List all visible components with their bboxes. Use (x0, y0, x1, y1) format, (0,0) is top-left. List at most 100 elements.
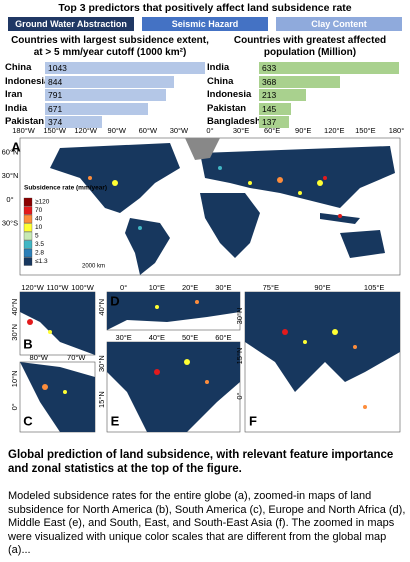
lon-label: 60°W (139, 126, 158, 135)
panel-letter: B (23, 336, 32, 351)
legend-label: 5 (35, 233, 39, 240)
hotspot (138, 226, 142, 230)
hotspot (48, 330, 52, 334)
header-title: Top 3 predictors that positively affect … (58, 2, 352, 14)
category-label: Bangladesh (207, 116, 261, 127)
lat-label: 40°N (97, 299, 106, 316)
lon-label: 30°E (215, 283, 231, 292)
category-label: Indonesia (207, 89, 252, 100)
legend-label: 3.5 (35, 241, 44, 248)
legend-swatch (23, 231, 33, 241)
hotspot (323, 176, 327, 180)
category-label: Pakistan (5, 116, 45, 127)
category-label: China (207, 75, 234, 87)
legend-swatch (23, 248, 33, 258)
lon-label: 100°W (71, 283, 95, 292)
legend-label: 70 (35, 207, 43, 214)
lon-label: 90°E (314, 283, 330, 292)
lat-label: 60°N (2, 147, 19, 156)
land (125, 218, 170, 275)
lat-label: 10°N (10, 370, 19, 387)
hotspot (205, 380, 209, 384)
hotspot (332, 329, 338, 335)
lat-label: 0° (10, 403, 19, 410)
lon-label: 70°W (67, 353, 86, 362)
scale-label: 2000 km (82, 264, 105, 270)
hotspot (317, 180, 323, 186)
tab: Clay Content (276, 17, 402, 31)
legend-swatch (23, 240, 33, 249)
hotspot (42, 384, 48, 390)
lat-label: 0° (6, 195, 13, 204)
hotspot (353, 345, 357, 349)
bar: 368 (259, 75, 341, 88)
hotspot (155, 305, 159, 309)
lon-label: 150°E (355, 126, 376, 135)
bar: 374 (45, 116, 103, 128)
lon-label: 90°E (295, 126, 311, 135)
bar: 633 (259, 62, 399, 74)
hotspot (298, 191, 302, 195)
lon-label: 105°E (364, 283, 385, 292)
hotspot (112, 180, 118, 186)
tab: Ground Water Abstraction (8, 17, 134, 31)
hotspot (63, 390, 67, 394)
lon-label: 50°E (182, 333, 198, 342)
bar: 1043 (45, 62, 205, 74)
lon-label: 75°E (263, 283, 279, 292)
legend-swatch (23, 214, 33, 224)
lat-label: 0° (235, 392, 244, 399)
legend-label: ≥120 (35, 199, 50, 206)
legend-label: ≤1.3 (35, 258, 48, 265)
lon-label: 30°E (233, 126, 249, 135)
category-label: Pakistan (207, 102, 247, 114)
lon-label: 30°E (115, 333, 131, 342)
hotspot (277, 177, 283, 183)
panel-letter: F (249, 413, 257, 428)
land (107, 292, 240, 330)
legend-label: 40 (35, 216, 43, 223)
hotspot (154, 369, 160, 375)
land (340, 230, 385, 258)
chart-title: Countries with largest subsidence extent… (11, 35, 209, 58)
legend-swatch (23, 197, 33, 207)
lon-label: 90°W (108, 126, 127, 135)
lon-label: 120°E (324, 126, 345, 135)
land (20, 362, 95, 432)
land (185, 138, 220, 160)
land (200, 146, 395, 208)
land (200, 193, 260, 258)
hotspot (363, 405, 367, 409)
hotspot (303, 340, 307, 344)
panel-letter: C (23, 413, 33, 428)
land (107, 342, 240, 432)
lat-label: 30°N (10, 324, 19, 341)
caption-title: Global prediction of land subsidence, wi… (8, 449, 394, 475)
bar: 145 (259, 102, 292, 115)
lon-label: 0° (120, 283, 127, 292)
bar: 671 (45, 102, 148, 115)
lon-label: 120°W (74, 126, 98, 135)
lon-label: 180°W (12, 126, 36, 135)
land (50, 143, 180, 213)
lon-label: 10°E (149, 283, 165, 292)
tab: Seismic Hazard (142, 17, 268, 31)
lon-label: 120°W (21, 283, 45, 292)
lon-label: 60°E (215, 333, 231, 342)
category-label: China (5, 62, 32, 73)
hotspot (195, 300, 199, 304)
category-label: Indonesia (5, 75, 50, 87)
lon-label: 150°W (43, 126, 67, 135)
category-label: India (207, 62, 230, 73)
legend-title: Subsidence rate (mm/year) (24, 185, 107, 192)
panel-letter: D (110, 293, 119, 308)
lon-label: 40°E (149, 333, 165, 342)
lon-label: 0° (206, 126, 213, 135)
hotspot (218, 166, 222, 170)
lat-label: 30°N (235, 308, 244, 325)
category-label: Iran (5, 89, 23, 100)
legend-swatch (23, 257, 33, 266)
land (245, 292, 400, 392)
lon-label: 80°W (30, 353, 49, 362)
